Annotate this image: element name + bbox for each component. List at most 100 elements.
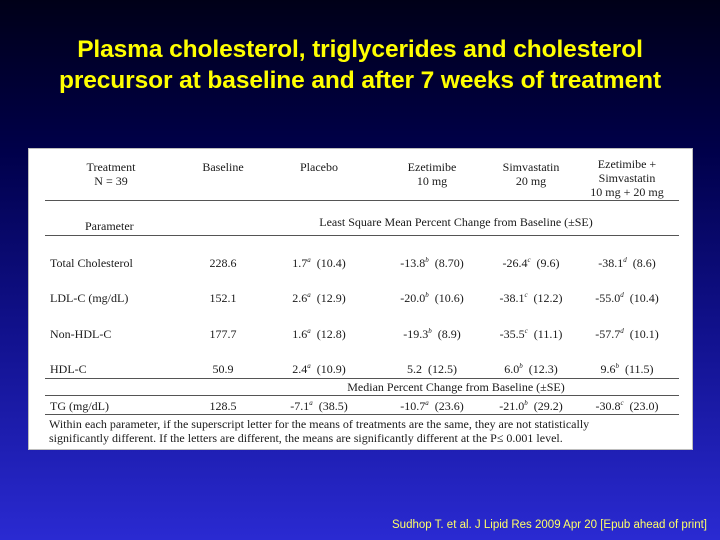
row-label: Total Cholesterol bbox=[50, 256, 133, 270]
footnote-line-1: Within each parameter, if the superscrip… bbox=[49, 417, 590, 431]
result-value: -26.4 bbox=[502, 256, 528, 270]
result-cell: -20.0b (10.6) bbox=[400, 291, 464, 305]
standard-error: (23.0) bbox=[629, 399, 659, 413]
result-value: -21.0 bbox=[499, 399, 525, 413]
significance-letter: c bbox=[620, 399, 624, 407]
standard-error: (12.9) bbox=[316, 291, 346, 305]
significance-letter: a bbox=[307, 327, 311, 335]
significance-letter: b bbox=[425, 291, 429, 299]
result-cell: 2.4a (10.9) bbox=[292, 362, 346, 376]
result-value: 6.0 bbox=[504, 362, 520, 376]
result-value: -13.8 bbox=[400, 256, 426, 270]
result-value: -20.0 bbox=[400, 291, 426, 305]
result-cell: -21.0b (29.2) bbox=[499, 399, 563, 413]
standard-error: (11.1) bbox=[533, 327, 563, 341]
baseline-value: 50.9 bbox=[212, 362, 234, 376]
title-line-2: precursor at baseline and after 7 weeks … bbox=[58, 67, 662, 94]
median-top-rule bbox=[45, 378, 679, 379]
header-rule bbox=[45, 200, 679, 201]
significance-letter: c bbox=[524, 291, 528, 299]
significance-letter: a bbox=[425, 399, 429, 407]
standard-error: (10.4) bbox=[316, 256, 346, 270]
result-cell: -38.1d (8.6) bbox=[598, 256, 656, 270]
result-cell: -57.7d (10.1) bbox=[595, 327, 659, 341]
result-value: 5.2 bbox=[407, 362, 422, 376]
result-cell: -19.3b (8.9) bbox=[403, 327, 461, 341]
row-label: HDL-C bbox=[50, 362, 87, 376]
standard-error: (8.70) bbox=[434, 256, 464, 270]
result-cell: 1.6a (12.8) bbox=[292, 327, 346, 341]
row-label: Non-HDL-C bbox=[50, 327, 112, 341]
results-table: Treatment N = 39 Baseline Placebo Ezetim… bbox=[28, 148, 693, 450]
result-cell: -26.4c (9.6) bbox=[502, 256, 559, 270]
significance-letter: a bbox=[309, 399, 313, 407]
standard-error: (11.5) bbox=[624, 362, 654, 376]
result-cell: -30.8c (23.0) bbox=[595, 399, 658, 413]
result-cell: -10.7a (23.6) bbox=[400, 399, 464, 413]
result-value: 1.6 bbox=[292, 327, 308, 341]
standard-error: (12.3) bbox=[528, 362, 558, 376]
significance-letter: d bbox=[620, 327, 624, 335]
result-value: -38.1 bbox=[598, 256, 624, 270]
lsm-change-header: Least Square Mean Percent Change from Ba… bbox=[319, 215, 593, 229]
col-header-simvastatin: Simvastatin 20 mg bbox=[502, 160, 560, 188]
significance-letter: c bbox=[524, 327, 528, 335]
col-header-treatment: Treatment N = 39 bbox=[86, 160, 136, 188]
standard-error: (10.4) bbox=[629, 291, 659, 305]
result-value: 9.6 bbox=[600, 362, 616, 376]
standard-error: (29.2) bbox=[533, 399, 563, 413]
result-value: -35.5 bbox=[499, 327, 525, 341]
footnote-line-2: significantly different. If the letters … bbox=[49, 431, 563, 445]
significance-letter: c bbox=[527, 256, 531, 264]
result-value: 2.6 bbox=[292, 291, 308, 305]
result-value: -30.8 bbox=[595, 399, 621, 413]
median-change-header: Median Percent Change from Baseline (±SE… bbox=[347, 380, 565, 394]
standard-error: (12.2) bbox=[533, 291, 563, 305]
result-cell: -38.1c (12.2) bbox=[499, 291, 562, 305]
row-label: TG (mg/dL) bbox=[50, 399, 109, 413]
standard-error: (9.6) bbox=[536, 256, 560, 270]
result-value: -19.3 bbox=[403, 327, 429, 341]
col-header-combination: Ezetimibe + Simvastatin 10 mg + 20 mg bbox=[590, 157, 664, 199]
standard-error: (38.5) bbox=[318, 399, 348, 413]
significance-letter: b bbox=[519, 362, 523, 370]
result-value: -38.1 bbox=[499, 291, 525, 305]
result-value: -7.1 bbox=[290, 399, 310, 413]
baseline-value: 177.7 bbox=[209, 327, 237, 341]
significance-letter: d bbox=[623, 256, 627, 264]
result-cell: 5.2 (12.5) bbox=[407, 362, 457, 376]
result-value: -55.0 bbox=[595, 291, 621, 305]
col-header-placebo: Placebo bbox=[300, 160, 338, 174]
standard-error: (10.9) bbox=[316, 362, 346, 376]
standard-error: (10.6) bbox=[434, 291, 464, 305]
title-line-1: Plasma cholesterol, triglycerides and ch… bbox=[77, 36, 643, 63]
standard-error: (12.8) bbox=[316, 327, 346, 341]
result-value: 1.7 bbox=[292, 256, 308, 270]
significance-letter: b bbox=[428, 327, 432, 335]
standard-error: (8.6) bbox=[632, 256, 656, 270]
result-cell: 9.6b (11.5) bbox=[600, 362, 653, 376]
result-cell: 1.7a (10.4) bbox=[292, 256, 346, 270]
result-value: 2.4 bbox=[292, 362, 308, 376]
standard-error: (10.1) bbox=[629, 327, 659, 341]
footer-rule bbox=[45, 414, 679, 415]
baseline-value: 128.5 bbox=[209, 399, 237, 413]
result-cell: -35.5c (11.1) bbox=[500, 327, 563, 341]
parameter-label: Parameter bbox=[85, 219, 134, 233]
result-cell: -13.8b (8.70) bbox=[400, 256, 464, 270]
significance-letter: b bbox=[425, 256, 429, 264]
col-header-ezetimibe: Ezetimibe 10 mg bbox=[407, 160, 457, 188]
standard-error: (23.6) bbox=[434, 399, 464, 413]
baseline-value: 228.6 bbox=[209, 256, 237, 270]
result-cell: 6.0b (12.3) bbox=[504, 362, 558, 376]
median-bottom-rule bbox=[45, 395, 679, 396]
significance-letter: a bbox=[307, 256, 311, 264]
significance-letter: d bbox=[620, 291, 624, 299]
result-cell: 2.6a (12.9) bbox=[292, 291, 346, 305]
significance-letter: b bbox=[615, 362, 619, 370]
subheader-rule bbox=[45, 235, 679, 236]
row-label: LDL-C (mg/dL) bbox=[50, 291, 129, 305]
significance-letter: b bbox=[524, 399, 528, 407]
standard-error: (12.5) bbox=[428, 362, 457, 376]
citation: Sudhop T. et al. J Lipid Res 2009 Apr 20… bbox=[392, 519, 707, 531]
